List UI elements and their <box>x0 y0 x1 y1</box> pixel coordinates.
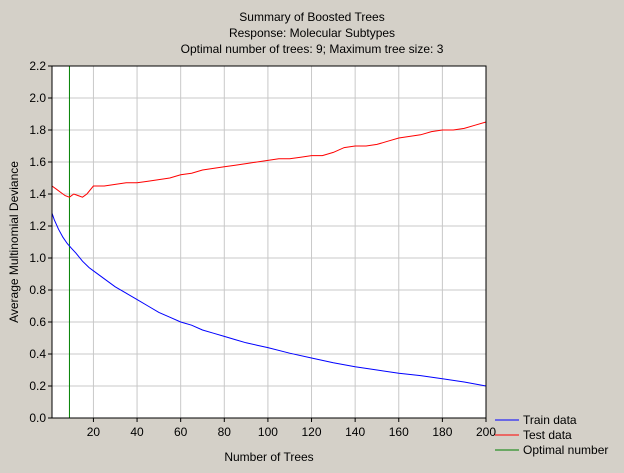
legend-item-optimal: Optimal number <box>495 443 608 457</box>
x-axis-ticks: 20 40 60 80 100 120 140 160 180 200 <box>87 418 496 439</box>
legend-label: Train data <box>523 413 577 427</box>
chart-title: Summary of Boosted Trees <box>239 10 384 24</box>
x-tick-label: 100 <box>258 425 278 439</box>
x-tick-label: 140 <box>345 425 365 439</box>
x-tick-label: 120 <box>302 425 322 439</box>
y-axis-ticks: 0.0 0.2 0.4 0.6 0.8 1.0 1.2 1.4 1.6 1.8 2.0 2.2 <box>29 59 52 425</box>
y-tick-label: 1.4 <box>29 187 46 201</box>
y-tick-label: 1.0 <box>29 251 46 265</box>
test-data-line <box>51 121 487 198</box>
y-tick-label: 2.0 <box>29 91 46 105</box>
legend-item-test: Test data <box>495 428 572 442</box>
legend-label: Optimal number <box>523 443 608 457</box>
train-data-line <box>51 213 487 387</box>
y-tick-label: 0.0 <box>29 411 46 425</box>
x-tick-label: 200 <box>476 425 496 439</box>
x-tick-label: 160 <box>389 425 409 439</box>
x-tick-label: 60 <box>174 425 188 439</box>
series-layer <box>51 66 487 418</box>
x-tick-label: 20 <box>87 425 101 439</box>
y-tick-label: 1.2 <box>29 219 46 233</box>
x-axis-label: Number of Trees <box>224 450 313 464</box>
y-tick-label: 1.8 <box>29 123 46 137</box>
y-tick-label: 0.4 <box>29 347 46 361</box>
y-tick-label: 0.2 <box>29 379 46 393</box>
legend-label: Test data <box>523 428 572 442</box>
plot-area <box>52 66 486 418</box>
chart-subtitle-optimal: Optimal number of trees: 9; Maximum tree… <box>181 42 444 56</box>
x-tick-label: 180 <box>432 425 452 439</box>
y-tick-label: 0.6 <box>29 315 46 329</box>
y-tick-label: 0.8 <box>29 283 46 297</box>
x-tick-label: 80 <box>218 425 232 439</box>
x-tick-label: 40 <box>130 425 144 439</box>
chart-subtitle-response: Response: Molecular Subtypes <box>229 26 395 40</box>
y-axis-label: Average Multinomial Deviance <box>7 161 21 323</box>
plot-frame <box>51 65 487 419</box>
legend-item-train: Train data <box>495 413 577 427</box>
y-tick-label: 2.2 <box>29 59 46 73</box>
y-tick-label: 1.6 <box>29 155 46 169</box>
